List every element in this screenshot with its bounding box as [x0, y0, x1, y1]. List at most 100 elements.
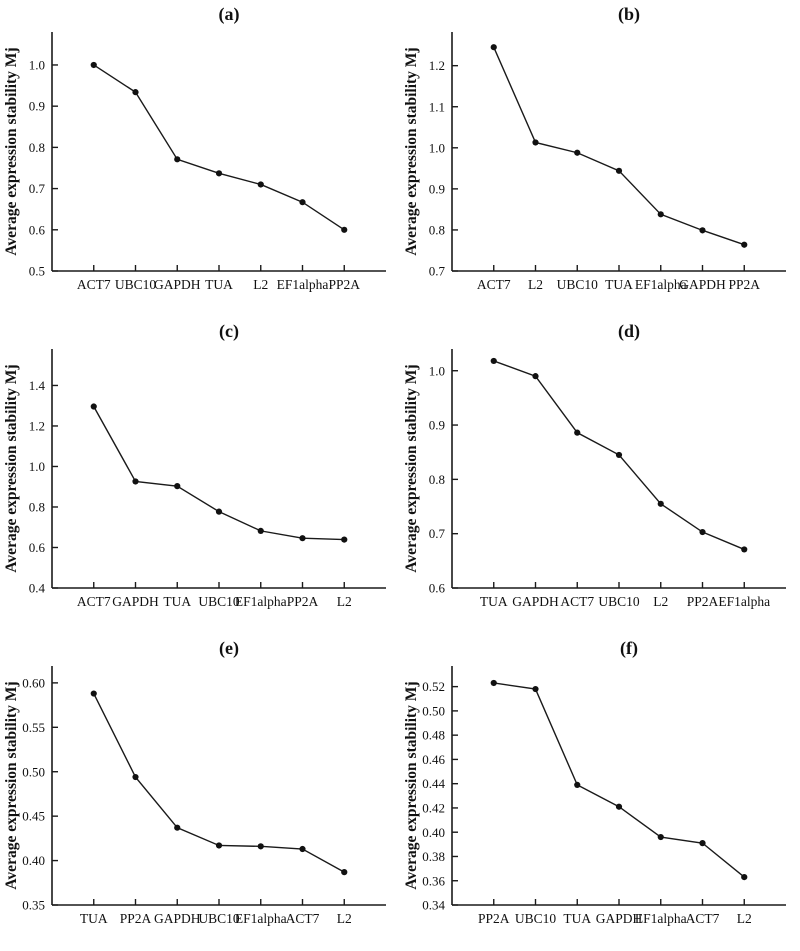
x-category-label: EF1alpha — [235, 594, 287, 609]
y-tick-label: 0.7 — [429, 264, 446, 279]
x-category-label: PP2A — [728, 277, 760, 292]
y-tick-label: 1.0 — [429, 140, 445, 155]
y-tick-label: 0.7 — [29, 181, 46, 196]
y-axis-label: Average expression stability Mj — [403, 364, 420, 572]
data-point — [215, 508, 223, 515]
y-tick-label: 0.4 — [29, 581, 46, 596]
x-category-label: UBC10 — [115, 277, 157, 292]
chart-e: (e) Average expression stability Mj0.35 0.… — [3, 638, 386, 926]
chart-b: (b) Average expression stability Mj 0.7 0.8… — [403, 4, 786, 292]
x-category-label: L2 — [737, 911, 752, 926]
data-point — [741, 241, 748, 248]
y-tick-label: 1.0 — [29, 459, 45, 474]
x-category-label: PP2A — [687, 594, 719, 609]
data-point — [657, 500, 664, 507]
data-point — [574, 781, 581, 788]
x-category-label: UBC10 — [557, 277, 599, 292]
data-point — [532, 373, 539, 380]
data-point — [532, 685, 539, 693]
x-category-label: L2 — [337, 911, 352, 926]
data-line — [493, 682, 745, 878]
data-point — [90, 690, 97, 697]
x-category-label: GAPDH — [596, 911, 643, 926]
data-point — [532, 139, 539, 146]
data-point — [699, 840, 706, 847]
x-category-label: TUA — [205, 277, 233, 292]
y-tick-label: 0.5 — [29, 264, 45, 279]
y-tick-label: 0.45 — [22, 809, 45, 824]
x-category-label: UBC10 — [198, 911, 240, 926]
y-tick-label: 1.1 — [429, 99, 445, 114]
y-tick-label: 0.36 — [422, 873, 445, 888]
panel-label: (b) — [618, 4, 640, 25]
x-category-label: L2 — [253, 277, 268, 292]
data-line — [93, 406, 345, 541]
x-category-label: GAPDH — [154, 277, 201, 292]
panel-label: (e) — [219, 638, 239, 659]
data-point — [299, 845, 306, 853]
y-tick-label: 0.50 — [22, 764, 45, 779]
data-point — [615, 451, 623, 459]
panel-b: (b) Average expression stability Mj 0.7 0.8… — [400, 0, 800, 317]
y-tick-label: 0.50 — [422, 703, 445, 718]
x-category-label: ACT7 — [77, 594, 111, 609]
data-point — [174, 824, 181, 831]
panel-label: (d) — [618, 321, 640, 342]
x-category-label: UBC10 — [598, 594, 640, 609]
panel-label: (a) — [219, 4, 240, 25]
panel-a: (a) Average expression stability Mj 0.5 0.6… — [0, 0, 400, 317]
data-point — [615, 167, 623, 174]
x-category-label: PP2A — [478, 911, 510, 926]
x-category-label: ACT7 — [77, 277, 111, 292]
data-point — [341, 226, 348, 233]
data-point — [174, 483, 181, 490]
x-category-label: UBC10 — [515, 911, 557, 926]
y-tick-label: 1.2 — [429, 58, 445, 73]
y-tick-label: 0.40 — [422, 825, 445, 840]
y-tick-label: 0.46 — [422, 752, 445, 767]
panel-c: (c) Average expression stability Mj 0.4 0.6… — [0, 317, 400, 634]
y-tick-label: 0.9 — [29, 99, 45, 114]
data-point — [574, 149, 581, 156]
y-tick-label: 0.8 — [29, 140, 45, 155]
y-tick-label: 0.48 — [422, 728, 445, 743]
data-point — [699, 227, 706, 234]
data-point — [490, 679, 497, 687]
y-tick-label: 1.2 — [29, 419, 45, 434]
y-tick-label: 0.44 — [422, 776, 445, 791]
y-tick-label: 0.6 — [429, 581, 446, 596]
y-axis-label: Average expression stability Mj — [3, 681, 20, 889]
x-category-label: ACT7 — [286, 911, 320, 926]
data-point — [132, 478, 139, 485]
x-category-label: L2 — [337, 594, 352, 609]
y-tick-label: 0.40 — [22, 853, 45, 868]
y-tick-label: 0.8 — [29, 500, 45, 515]
y-axis-label: Average expression stability Mj — [3, 364, 20, 572]
x-category-label: TUA — [605, 277, 633, 292]
y-tick-label: 0.6 — [29, 222, 46, 237]
y-tick-label: 0.7 — [429, 526, 446, 541]
data-point — [215, 842, 223, 849]
x-category-label: L2 — [528, 277, 543, 292]
y-tick-label: 0.8 — [429, 222, 445, 237]
data-point — [132, 89, 139, 96]
y-axis-label: Average expression stability Mj — [3, 47, 20, 255]
data-point — [490, 44, 497, 51]
data-point — [341, 869, 348, 876]
x-category-label: EF1alpha — [277, 277, 329, 292]
panel-label: (f) — [620, 638, 638, 659]
data-point — [615, 803, 623, 810]
data-point — [574, 429, 581, 436]
panel-label: (c) — [219, 321, 239, 342]
data-point — [215, 170, 223, 177]
chart-f: (f) Average expression stability Mj0.34 0.… — [403, 638, 786, 926]
y-tick-label: 0.35 — [22, 898, 45, 913]
data-point — [490, 357, 497, 365]
data-point — [699, 528, 706, 536]
x-category-label: EF1alpha — [635, 277, 687, 292]
x-category-label: GAPDH — [512, 594, 559, 609]
data-point — [341, 536, 348, 543]
panel-f: (f) Average expression stability Mj 0.34 0.… — [400, 634, 800, 951]
x-category-label: EF1alpha — [635, 911, 687, 926]
data-line — [493, 46, 745, 246]
